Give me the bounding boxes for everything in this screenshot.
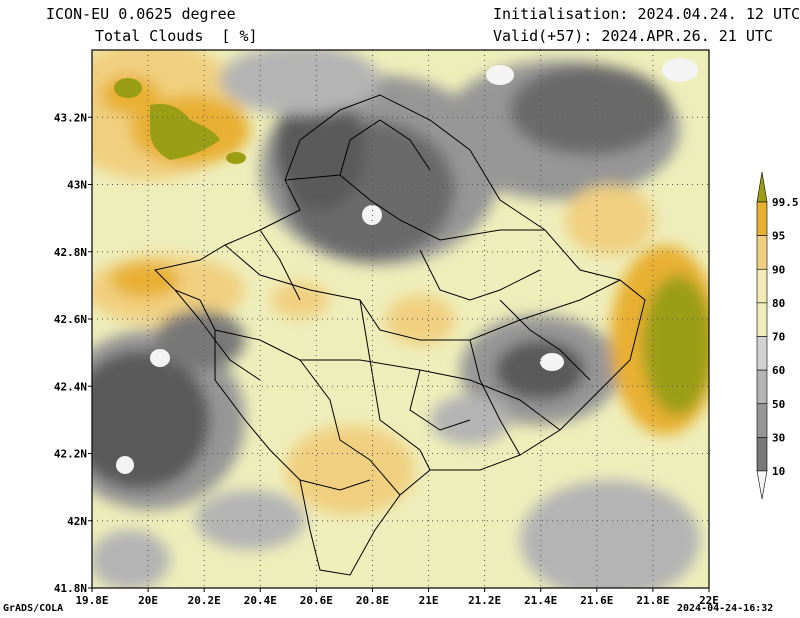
y-axis-labels: 43.2N 43N 42.8N 42.6N 42.4N 42.2N 42N 41.8N bbox=[54, 111, 92, 595]
colorbar: 99.5 95 90 80 70 60 50 30 10 bbox=[756, 171, 799, 500]
x-tick-label: 20.6E bbox=[300, 594, 333, 607]
model-title: ICON-EU 0.0625 degree bbox=[46, 5, 236, 23]
x-tick-label: 21E bbox=[419, 594, 439, 607]
colorbar-label: 60 bbox=[772, 364, 785, 377]
colorbar-label: 90 bbox=[772, 263, 785, 276]
y-tick-label: 42N bbox=[67, 515, 87, 528]
y-tick-label: 42.2N bbox=[54, 448, 87, 461]
colorbar-band bbox=[756, 268, 768, 304]
x-tick-label: 20.2E bbox=[188, 594, 221, 607]
colorbar-label: 99.5 bbox=[772, 196, 799, 209]
plot-timestamp: 2024-04-24-16:32 bbox=[677, 603, 774, 614]
colorbar-label: 80 bbox=[772, 297, 785, 310]
y-tick-label: 42.8N bbox=[54, 246, 87, 259]
y-tick-label: 42.6N bbox=[54, 313, 87, 326]
colorbar-band bbox=[756, 403, 768, 438]
border-lines bbox=[154, 94, 646, 576]
x-tick-label: 21.4E bbox=[524, 594, 557, 607]
x-tick-label: 19.8E bbox=[75, 594, 108, 607]
colorbar-bottom-arrow bbox=[756, 470, 768, 500]
colorbar-band bbox=[756, 437, 768, 472]
colorbar-label: 30 bbox=[772, 431, 785, 444]
x-tick-label: 21.8E bbox=[636, 594, 669, 607]
y-tick-label: 43.2N bbox=[54, 111, 87, 124]
colorbar-band bbox=[756, 201, 768, 236]
y-tick-label: 41.8N bbox=[54, 582, 87, 595]
colorbar-band bbox=[756, 235, 768, 270]
cloud-field bbox=[92, 50, 709, 588]
valid-time: Valid(+57): 2024.APR.26. 21 UTC bbox=[493, 27, 773, 45]
colorbar-label: 50 bbox=[772, 398, 785, 411]
colorbar-label: 70 bbox=[772, 331, 785, 344]
x-tick-label: 21.2E bbox=[468, 594, 501, 607]
colorbar-band bbox=[756, 369, 768, 405]
colorbar-band bbox=[756, 336, 768, 371]
x-axis-labels: 19.8E 20E 20.2E 20.4E 20.6E 20.8E 21E 21.2E 21.4… bbox=[75, 588, 719, 607]
init-time: Initialisation: 2024.04.24. 12 UTC bbox=[493, 5, 800, 23]
variable-title: Total Clouds [ %] bbox=[95, 27, 258, 45]
y-tick-label: 43N bbox=[67, 179, 87, 192]
x-tick-label: 22E bbox=[699, 594, 719, 607]
y-tick-label: 42.4N bbox=[54, 380, 87, 393]
x-tick-label: 21.6E bbox=[580, 594, 613, 607]
colorbar-top-arrow bbox=[756, 171, 768, 203]
colorbar-label: 10 bbox=[772, 465, 785, 478]
credit-grads: GrADS/COLA bbox=[3, 603, 64, 614]
x-tick-label: 20.4E bbox=[244, 594, 277, 607]
colorbar-band bbox=[756, 302, 768, 337]
colorbar-label: 95 bbox=[772, 230, 785, 243]
x-tick-label: 20E bbox=[138, 594, 158, 607]
x-tick-label: 20.8E bbox=[356, 594, 389, 607]
